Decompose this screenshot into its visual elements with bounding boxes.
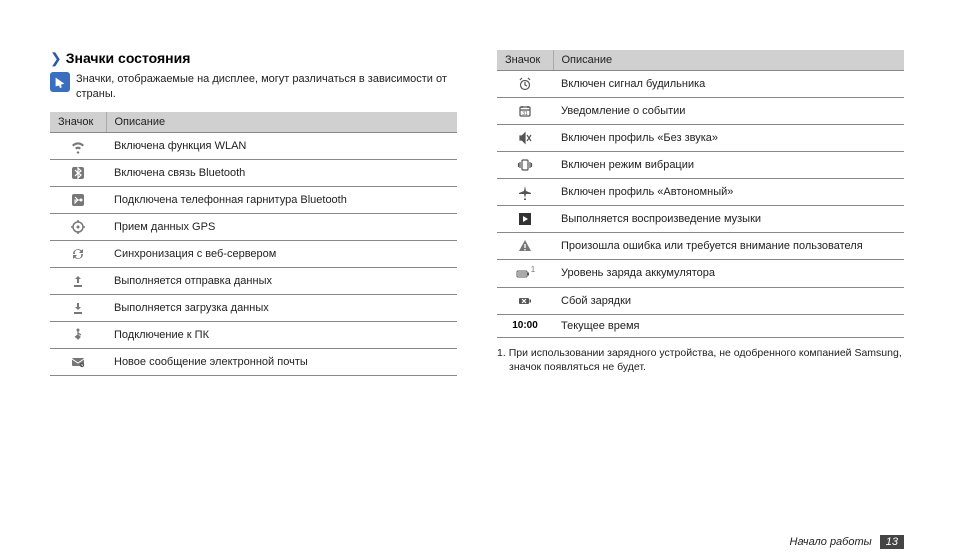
desc-cell: Включена функция WLAN: [106, 132, 457, 159]
gps-icon: [50, 213, 106, 240]
usb-icon: [50, 321, 106, 348]
desc-cell: Уровень заряда аккумулятора: [553, 260, 904, 288]
upload-icon: [50, 267, 106, 294]
desc-cell: Включена связь Bluetooth: [106, 159, 457, 186]
header-desc: Описание: [106, 112, 457, 133]
desc-cell: Выполняется отправка данных: [106, 267, 457, 294]
battery-icon: 1: [497, 260, 553, 288]
warning-icon: [497, 233, 553, 260]
desc-cell: Включен профиль «Автономный»: [553, 179, 904, 206]
bluetooth-icon: [50, 159, 106, 186]
table-row: Подключение к ПК: [50, 321, 457, 348]
page-footer: Начало работы 13: [790, 535, 904, 549]
manual-page: ❯ Значки состояния Значки, отображаемые …: [0, 0, 954, 385]
wifi-icon: [50, 132, 106, 159]
table-row: Включен профиль «Автономный»: [497, 179, 904, 206]
footnote-ref: 1: [531, 265, 535, 274]
header-icon: Значок: [50, 112, 106, 133]
desc-cell: Уведомление о событии: [553, 98, 904, 125]
table-header-row: Значок Описание: [497, 50, 904, 71]
table-row: Включен режим вибрации: [497, 152, 904, 179]
table-row: Произошла ошибка или требуется внимание …: [497, 233, 904, 260]
battery-fail-icon: [497, 287, 553, 314]
header-icon: Значок: [497, 50, 553, 71]
footnote-num: 1.: [497, 347, 506, 359]
desc-cell: Произошла ошибка или требуется внимание …: [553, 233, 904, 260]
section-title: Значки состояния: [66, 50, 191, 66]
table-row: Прием данных GPS: [50, 213, 457, 240]
desc-cell: Подключение к ПК: [106, 321, 457, 348]
header-desc: Описание: [553, 50, 904, 71]
footnote: 1. При использовании зарядного устройств…: [497, 346, 904, 374]
airplane-icon: [497, 179, 553, 206]
play-icon: [497, 206, 553, 233]
table-row: Включен сигнал будильника: [497, 71, 904, 98]
download-icon: [50, 294, 106, 321]
desc-cell: Подключена телефонная гарнитура Bluetoot…: [106, 186, 457, 213]
desc-cell: Прием данных GPS: [106, 213, 457, 240]
footer-page-number: 13: [880, 535, 904, 549]
table-row: Синхронизация с веб-сервером: [50, 240, 457, 267]
table-row: Включена функция WLAN: [50, 132, 457, 159]
desc-cell: Включен режим вибрации: [553, 152, 904, 179]
left-column: ❯ Значки состояния Значки, отображаемые …: [50, 50, 457, 385]
desc-cell: Выполняется загрузка данных: [106, 294, 457, 321]
desc-cell: Выполняется воспроизведение музыки: [553, 206, 904, 233]
table-row: Выполняется отправка данных: [50, 267, 457, 294]
footer-section: Начало работы: [790, 536, 872, 548]
table-row: Включена связь Bluetooth: [50, 159, 457, 186]
right-column: Значок Описание Включен сигнал будильник…: [497, 50, 904, 385]
section-heading: ❯ Значки состояния: [50, 50, 457, 66]
chevron-icon: ❯: [50, 51, 62, 65]
desc-cell: Текущее время: [553, 314, 904, 337]
time-text: 10:00: [497, 314, 553, 337]
alarm-icon: [497, 71, 553, 98]
bt-headset-icon: [50, 186, 106, 213]
footnote-text: При использовании зарядного устройства, …: [509, 347, 902, 373]
note-text: Значки, отображаемые на дисплее, могут р…: [76, 72, 457, 102]
table-row: 10:00Текущее время: [497, 314, 904, 337]
table-row: Сбой зарядки: [497, 287, 904, 314]
table-row: Подключена телефонная гарнитура Bluetoot…: [50, 186, 457, 213]
status-icons-table-right: Значок Описание Включен сигнал будильник…: [497, 50, 904, 338]
desc-cell: Синхронизация с веб-сервером: [106, 240, 457, 267]
event-icon: [497, 98, 553, 125]
mute-icon: [497, 125, 553, 152]
vibrate-icon: [497, 152, 553, 179]
table-row: Включен профиль «Без звука»: [497, 125, 904, 152]
desc-cell: Включен сигнал будильника: [553, 71, 904, 98]
table-row: 1 Уровень заряда аккумулятора: [497, 260, 904, 288]
desc-cell: Сбой зарядки: [553, 287, 904, 314]
note-icon: [50, 72, 70, 92]
table-row: Выполняется воспроизведение музыки: [497, 206, 904, 233]
table-row: Выполняется загрузка данных: [50, 294, 457, 321]
table-header-row: Значок Описание: [50, 112, 457, 133]
info-note: Значки, отображаемые на дисплее, могут р…: [50, 72, 457, 102]
sync-icon: [50, 240, 106, 267]
desc-cell: Включен профиль «Без звука»: [553, 125, 904, 152]
desc-cell: Новое сообщение электронной почты: [106, 348, 457, 375]
table-row: Новое сообщение электронной почты: [50, 348, 457, 375]
status-icons-table-left: Значок Описание Включена функция WLANВкл…: [50, 112, 457, 376]
table-row: Уведомление о событии: [497, 98, 904, 125]
mail-icon: [50, 348, 106, 375]
